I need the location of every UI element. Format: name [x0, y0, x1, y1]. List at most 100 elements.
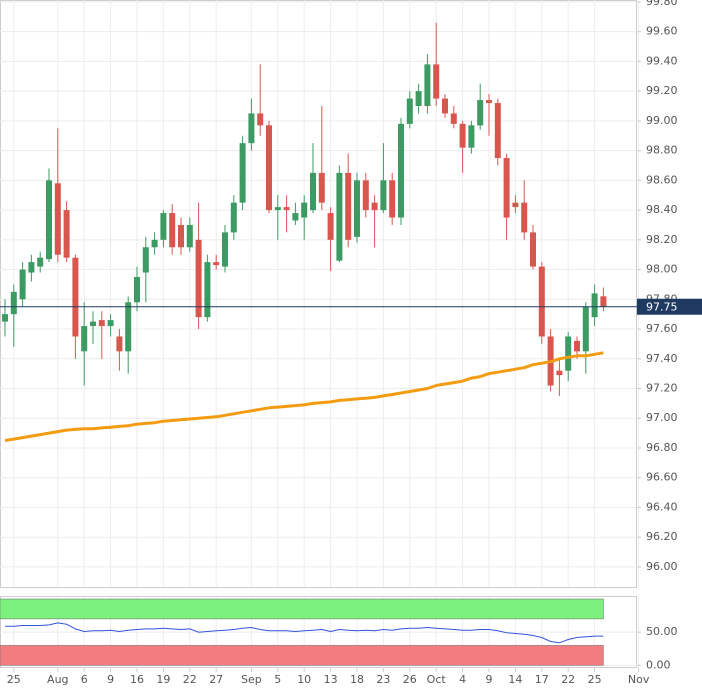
candle-body — [19, 269, 26, 300]
x-tick-label: 6 — [81, 673, 88, 686]
y-tick-label: 98.80 — [646, 144, 678, 157]
candle-body — [274, 207, 281, 211]
y-tick-label: 97.40 — [646, 352, 678, 365]
candle-body — [582, 306, 589, 352]
candle-body — [327, 213, 334, 240]
candle-body — [301, 202, 308, 218]
x-tick-label: 18 — [350, 673, 364, 686]
x-tick-label: 17 — [535, 673, 549, 686]
candle-body — [336, 172, 343, 261]
x-tick-label: Aug — [47, 673, 68, 686]
y-tick-label: 98.00 — [646, 263, 678, 276]
x-tick-label: Sep — [241, 673, 262, 686]
x-tick-label: 10 — [297, 673, 311, 686]
x-tick-label: Oct — [427, 673, 447, 686]
candle-body — [503, 158, 510, 218]
y-tick-label: 96.00 — [646, 560, 678, 573]
candle-body — [354, 180, 360, 237]
y-tick-label: 96.80 — [646, 441, 678, 454]
y-tick-label: 99.40 — [646, 54, 678, 67]
candle-body — [591, 293, 598, 318]
candle-body — [415, 91, 422, 107]
candle-body — [266, 125, 272, 211]
y-tick-label: 97.00 — [646, 411, 678, 424]
candle-body — [530, 232, 536, 267]
candle-body — [442, 98, 448, 114]
candle-body — [2, 314, 8, 322]
candle-body — [459, 123, 466, 148]
candle-body — [468, 125, 475, 148]
candle-body — [248, 113, 255, 144]
candle-body — [204, 262, 211, 318]
candle-body — [424, 64, 431, 107]
y-tick-label: 96.60 — [646, 471, 678, 484]
candle-body — [230, 202, 237, 233]
candle-body — [169, 213, 176, 248]
candle-body — [98, 320, 105, 327]
y-tick-label: 97.60 — [646, 322, 678, 335]
x-tick-label: 26 — [403, 673, 417, 686]
indicator-band — [0, 598, 604, 620]
candle-body — [186, 224, 193, 248]
moving-average — [4, 351, 604, 442]
candle-body — [213, 262, 220, 266]
candle-body — [310, 172, 316, 211]
candle-body — [10, 291, 17, 315]
marks — [0, 22, 637, 666]
x-tick-label: 23 — [376, 673, 390, 686]
y-tick-label: 98.40 — [646, 203, 678, 216]
x-tick-label: 16 — [130, 673, 144, 686]
y-tick-label: 99.20 — [646, 84, 678, 97]
candle-body — [318, 172, 325, 203]
candle-body — [81, 326, 88, 352]
y-tick-label: 50.00 — [646, 625, 678, 638]
x-tick-label: 22 — [561, 673, 575, 686]
candle-body — [239, 143, 246, 203]
y-tick-label: 99.60 — [646, 25, 678, 38]
candle-body — [433, 64, 440, 99]
candle-body — [28, 262, 35, 273]
candle-body — [222, 232, 228, 267]
candle-body — [406, 98, 413, 124]
candle-body — [37, 257, 44, 267]
candle-body — [556, 370, 563, 376]
candle-body — [380, 180, 387, 211]
x-tick-label: 9 — [486, 673, 493, 686]
candle-body — [90, 321, 96, 327]
y-tick-label: 98.20 — [646, 233, 678, 246]
x-tick-label: 5 — [274, 673, 281, 686]
candle-body — [116, 336, 123, 352]
y-tick-label: 96.20 — [646, 530, 678, 543]
x-tick-label: Nov — [628, 673, 650, 686]
candle-body — [178, 224, 184, 248]
candle-body — [107, 320, 114, 327]
y-tick-label: 0.00 — [646, 658, 671, 671]
candle-body — [151, 239, 158, 248]
candle-body — [63, 210, 70, 258]
indicator-line — [5, 622, 604, 644]
candle-body — [195, 239, 202, 318]
candle-body — [600, 296, 607, 307]
candle-body — [538, 266, 545, 337]
y-tick-label: 98.60 — [646, 173, 678, 186]
last-price-box — [637, 298, 702, 315]
labels: 96.00 96.20 96.40 96.60 96.80 97.00 97.20 97.40… — [7, 0, 702, 686]
x-tick-label: 25 — [7, 673, 21, 686]
candle-body — [125, 302, 132, 352]
x-tick-label: 25 — [588, 673, 602, 686]
candle-body — [283, 207, 290, 211]
candle-body — [142, 247, 149, 273]
x-tick-label: 13 — [324, 673, 338, 686]
candle-body — [345, 172, 352, 240]
x-tick-label: 4 — [459, 673, 466, 686]
x-tick-label: 9 — [107, 673, 114, 686]
y-tick-label: 99.00 — [646, 114, 678, 127]
indicator-band — [0, 645, 604, 666]
candle-body — [574, 340, 580, 352]
candle-body — [389, 180, 396, 218]
candle-body — [521, 202, 528, 233]
y-tick-label: 99.80 — [646, 0, 678, 8]
candle-body — [450, 113, 457, 124]
candle-body — [565, 336, 572, 371]
